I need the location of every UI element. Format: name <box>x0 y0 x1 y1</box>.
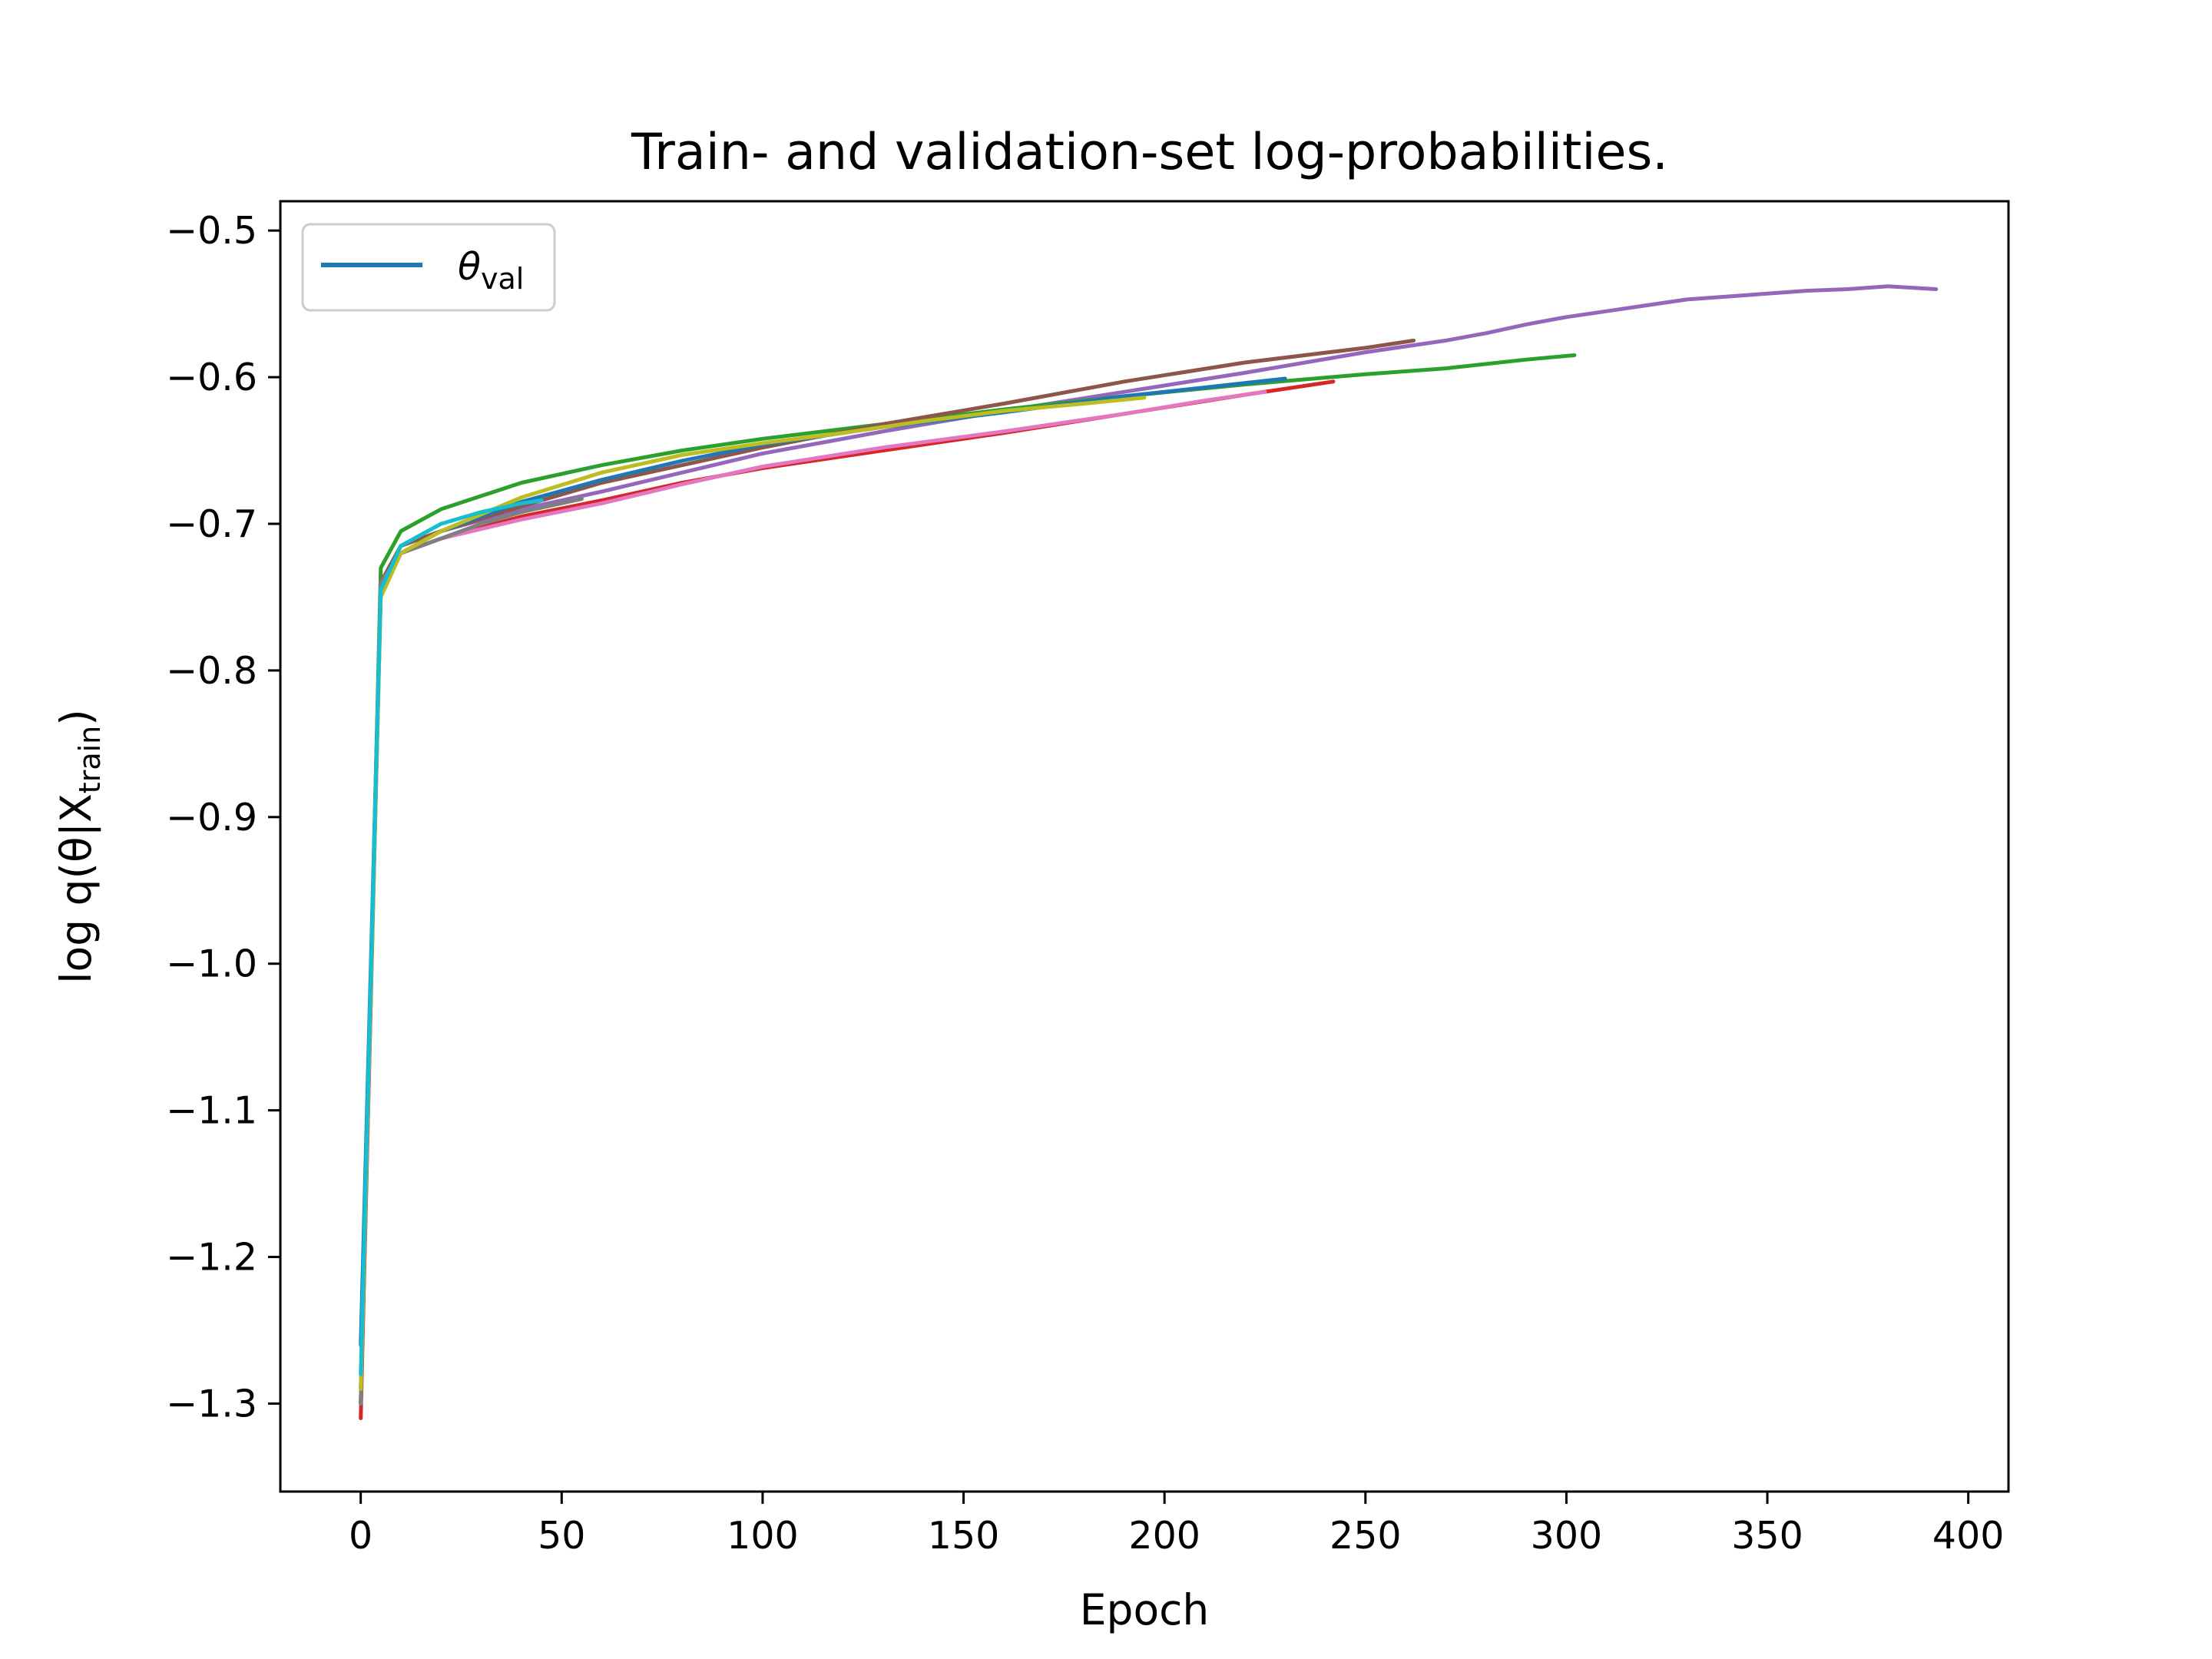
x-axis-label: Epoch <box>1080 1585 1209 1634</box>
x-tick-label: 350 <box>1731 1514 1803 1558</box>
legend-box <box>301 223 556 312</box>
series-line-2 <box>359 353 1577 1406</box>
series-line-7 <box>359 497 584 1406</box>
y-axis-label-main: log q(θ|X <box>51 793 101 984</box>
plot-area-frame <box>279 200 2010 1493</box>
y-axis-label-close: ) <box>51 709 101 725</box>
legend-entry-subscript: val <box>481 262 524 296</box>
y-tick-label: −0.6 <box>166 356 257 399</box>
y-tick-label: −1.1 <box>166 1089 257 1133</box>
legend-entry-label: θval <box>458 245 524 296</box>
y-tick-label: −1.3 <box>166 1382 257 1426</box>
x-tick-label: 0 <box>349 1514 373 1558</box>
x-axis: 0 50 100 150 200 250 300 350 400 <box>349 1492 2004 1558</box>
y-tick-label: −0.7 <box>166 502 257 546</box>
y-tick-label: −1.2 <box>166 1236 257 1280</box>
x-tick-label: 300 <box>1531 1514 1603 1558</box>
legend-entry-symbol: θ <box>458 245 481 289</box>
legend: θval <box>301 223 556 312</box>
y-tick-label: −0.8 <box>166 649 257 693</box>
y-axis: −0.5 −0.6 −0.7 −0.8 −0.9 −1.0 −1.1 −1.2 −1.3 <box>166 209 280 1426</box>
x-tick-label: 150 <box>928 1514 1000 1558</box>
y-axis-label: log q(θ|Xtrain) <box>51 709 107 983</box>
x-tick-label: 200 <box>1128 1514 1200 1558</box>
x-tick-label: 250 <box>1330 1514 1402 1558</box>
y-axis-label-subscript: train <box>73 726 107 793</box>
x-tick-label: 400 <box>1932 1514 2005 1558</box>
y-tick-label: −1.0 <box>166 942 257 986</box>
series-line-1 <box>359 284 1939 1391</box>
y-tick-label: −0.9 <box>166 796 257 839</box>
x-tick-label: 50 <box>538 1514 585 1558</box>
y-tick-label: −0.5 <box>166 209 257 253</box>
y-axis-label-group: log q(θ|Xtrain) <box>51 709 107 983</box>
series-layer <box>359 284 1939 1420</box>
chart-title: Train- and validation-set log-probabilit… <box>631 124 1668 181</box>
series-line-9 <box>359 498 544 1376</box>
x-tick-label: 100 <box>727 1514 799 1558</box>
series-line-8 <box>359 396 1147 1391</box>
